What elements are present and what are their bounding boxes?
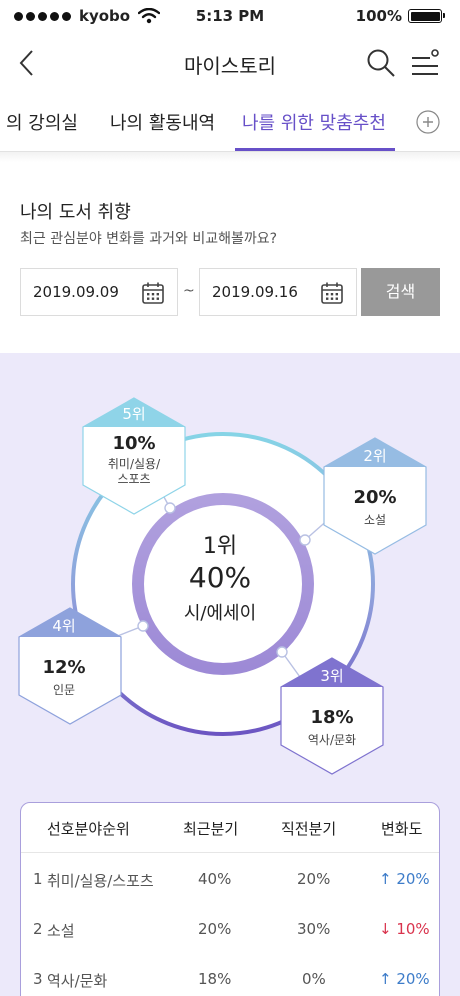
row-change: ↓ 10% [379,920,430,938]
back-icon[interactable] [14,48,42,78]
row-recent: 18% [198,970,232,988]
header-previous: 직전분기 [281,820,337,838]
navigation-bar: 마이스토리 [0,34,460,92]
top-category: 시/에세이 [183,603,257,624]
rank-badge: 4위 12% 인문 [18,607,122,725]
tab-lecture-room[interactable]: 의 강의실 [6,113,78,134]
signal-icon [14,11,71,21]
table-row[interactable]: 1 취미/실용/스포츠 40% 20% ↑ 20% [21,855,439,905]
badge-rank: 5위 [122,405,146,423]
ranking-graphic: 1위 40% 시/에세이 5위 10% 취미/실용/ 스포츠 2위 20% 소설 [0,353,460,996]
wifi-icon [138,8,161,24]
row-recent: 40% [198,870,232,888]
end-date-field[interactable]: 2019.09.16 [199,268,357,316]
row-change: ↑ 20% [379,870,430,888]
tab-recommendation[interactable]: 나를 위한 맞춤추천 [242,113,386,134]
status-time: 5:13 PM [195,7,265,25]
row-category: 소설 [47,922,75,940]
date-range-separator: ~ [183,283,195,299]
search-button[interactable]: 검색 [361,268,440,316]
hexagon-badge-shape [82,397,186,515]
carrier-name: kyobo [79,7,131,25]
search-icon[interactable] [366,48,396,78]
rank-badge: 5위 10% 취미/실용/ 스포츠 [82,397,186,515]
ranking-rings [71,432,375,736]
table-header: 선호분야순위 최근분기 직전분기 변화도 [21,803,439,853]
badge-category: 인문 [52,683,76,697]
row-rank-number: 1 [33,870,43,888]
badge-rank: 4위 [52,617,76,635]
menu-icon[interactable] [408,46,442,78]
section-divider [0,152,460,162]
row-category: 역사/문화 [47,972,108,990]
rank-badge: 2위 20% 소설 [323,437,427,555]
battery-percent: 100% [355,7,402,25]
tab-activity[interactable]: 나의 활동내역 [110,113,216,134]
section-subtitle: 최근 관심분야 변화를 과거와 비교해볼까요? [20,231,278,247]
header-rank: 선호분야순위 [47,820,130,838]
status-bar: kyobo 5:13 PM 100% [0,0,460,34]
tab-bar: 의 강의실 나의 활동내역 나를 위한 맞춤추천 [0,92,460,152]
add-tab-icon[interactable] [416,110,440,134]
row-recent: 20% [198,920,232,938]
badge-percent: 20% [353,487,397,508]
calendar-icon[interactable] [320,281,344,305]
preference-table: 선호분야순위 최근분기 직전분기 변화도 1 취미/실용/스포츠 40% 20%… [20,802,440,996]
end-date-value: 2019.09.16 [212,283,298,301]
badge-percent: 12% [42,657,86,678]
top-percent: 40% [188,561,252,594]
badge-percent: 18% [310,707,354,728]
badge-category: 소설 [363,513,387,527]
badge-rank: 2위 [363,447,387,465]
badge-category: 취미/실용/ 스포츠 [107,457,161,486]
row-rank-number: 3 [33,970,43,988]
battery-icon [408,9,445,23]
row-rank-number: 2 [33,920,43,938]
badge-category: 역사/문화 [307,733,357,747]
status-battery-group: 100% [355,7,445,25]
rank-badge: 3위 18% 역사/문화 [280,657,384,775]
row-previous: 0% [302,970,326,988]
header-recent: 최근분기 [183,820,239,838]
calendar-icon[interactable] [141,281,165,305]
page-title: 마이스토리 [184,54,276,78]
table-row[interactable]: 3 역사/문화 18% 0% ↑ 20% [21,955,439,996]
header-change: 변화도 [381,820,423,838]
row-category: 취미/실용/스포츠 [47,872,154,890]
row-previous: 30% [297,920,331,938]
row-change: ↑ 20% [379,970,430,988]
start-date-value: 2019.09.09 [33,283,119,301]
badge-rank: 3위 [320,667,344,685]
badge-percent: 10% [112,433,156,454]
section-title: 나의 도서 취향 [20,202,131,223]
row-previous: 20% [297,870,331,888]
active-tab-indicator [235,148,395,151]
top-rank: 1위 [202,534,238,559]
table-row[interactable]: 2 소설 20% 30% ↓ 10% [21,905,439,955]
status-carrier-group: kyobo [14,7,161,25]
start-date-field[interactable]: 2019.09.09 [20,268,178,316]
